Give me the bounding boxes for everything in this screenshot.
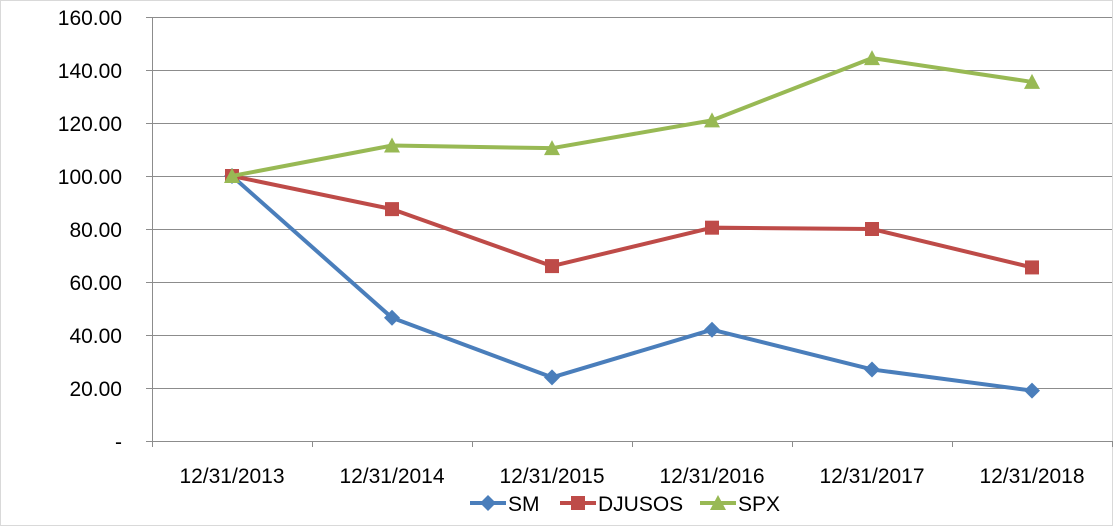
y-tick-label: 160.00 bbox=[58, 7, 122, 30]
data-point bbox=[705, 220, 719, 235]
data-point bbox=[384, 137, 400, 153]
data-point bbox=[704, 112, 720, 128]
legend-marker bbox=[710, 495, 726, 510]
series-line bbox=[231, 56, 1033, 178]
legend-item-spx: SPX bbox=[700, 493, 780, 516]
axes bbox=[146, 17, 1113, 447]
y-tick-label: - bbox=[115, 431, 122, 454]
x-axis-tick-labels: 12/31/2013 12/31/2014 12/31/2015 12/31/2016… bbox=[179, 465, 1084, 488]
x-tick-label: 12/31/2018 bbox=[979, 465, 1084, 488]
y-tick-label: 20.00 bbox=[69, 378, 122, 401]
data-point bbox=[704, 321, 720, 338]
y-tick-label: 80.00 bbox=[69, 219, 122, 242]
y-tick-label: 120.00 bbox=[58, 113, 122, 136]
x-tick-label: 12/31/2015 bbox=[499, 465, 604, 488]
data-point bbox=[224, 168, 240, 183]
legend-marker bbox=[571, 496, 585, 510]
legend-label: DJUSOS bbox=[598, 493, 683, 516]
legend-label: SM bbox=[508, 493, 540, 516]
y-tick-label: 40.00 bbox=[69, 325, 122, 348]
x-tick-label: 12/31/2013 bbox=[179, 465, 284, 488]
data-point bbox=[384, 309, 400, 326]
legend-label: SPX bbox=[738, 493, 780, 516]
legend-item-sm: SM bbox=[470, 493, 540, 516]
y-tick-label: 140.00 bbox=[58, 60, 122, 83]
legend-item-djusos: DJUSOS bbox=[560, 493, 683, 516]
series-lines bbox=[224, 50, 1040, 399]
series-spx bbox=[224, 50, 1040, 183]
data-point bbox=[864, 361, 880, 378]
legend: SM DJUSOS SPX bbox=[470, 493, 780, 516]
y-tick-label: 60.00 bbox=[69, 272, 122, 295]
x-tick-label: 12/31/2014 bbox=[339, 465, 444, 488]
data-point bbox=[544, 140, 560, 156]
data-point bbox=[1024, 382, 1040, 399]
data-point bbox=[544, 369, 560, 386]
y-tick-label: 100.00 bbox=[58, 166, 122, 189]
data-point bbox=[1025, 260, 1039, 275]
data-point bbox=[865, 222, 879, 236]
series-djusos bbox=[225, 169, 1039, 275]
legend-marker bbox=[480, 495, 496, 511]
series-line bbox=[231, 174, 1033, 270]
series-line bbox=[230, 174, 1033, 393]
x-tick-label: 12/31/2016 bbox=[659, 465, 764, 488]
data-point bbox=[864, 50, 880, 66]
y-axis-tick-labels: - 20.00 40.00 60.00 80.00 100.00 120.00 140.00 1… bbox=[58, 7, 122, 454]
data-point bbox=[385, 202, 399, 217]
data-point bbox=[1024, 73, 1040, 89]
x-tick-label: 12/31/2017 bbox=[819, 465, 924, 488]
data-point bbox=[545, 259, 559, 274]
